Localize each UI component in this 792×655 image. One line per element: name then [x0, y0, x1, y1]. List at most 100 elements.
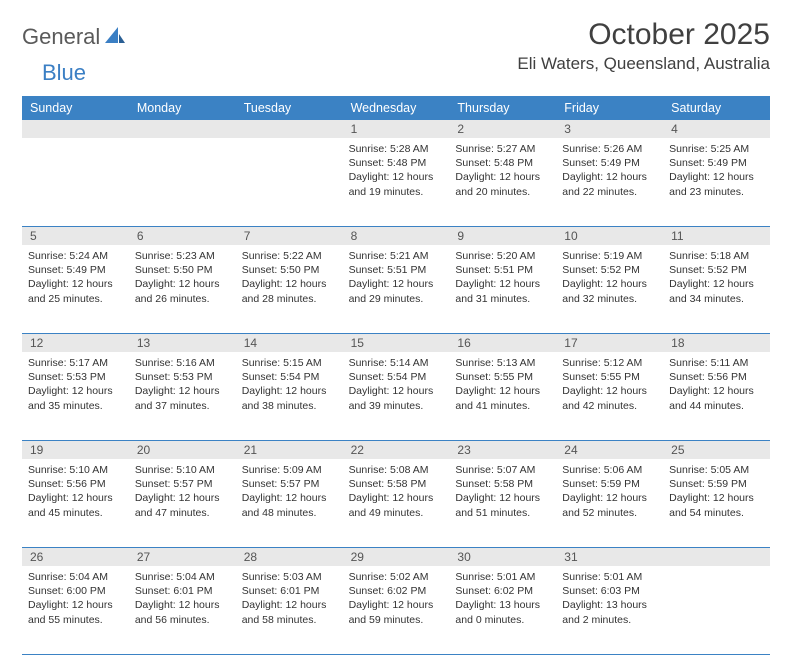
day-number: 14 [236, 334, 343, 352]
daylight-text: Daylight: 12 hours and 32 minutes. [562, 277, 657, 305]
day-cell: Sunrise: 5:02 AMSunset: 6:02 PMDaylight:… [343, 566, 450, 654]
day-cell: Sunrise: 5:27 AMSunset: 5:48 PMDaylight:… [449, 138, 556, 226]
title-block: October 2025 Eli Waters, Queensland, Aus… [517, 18, 770, 74]
day-cell: Sunrise: 5:19 AMSunset: 5:52 PMDaylight:… [556, 245, 663, 333]
sunset-text: Sunset: 5:53 PM [28, 370, 123, 384]
logo: General [22, 24, 128, 50]
day-number-row: 12131415161718 [22, 334, 770, 352]
day-cell: Sunrise: 5:24 AMSunset: 5:49 PMDaylight:… [22, 245, 129, 333]
sunrise-text: Sunrise: 5:03 AM [242, 570, 337, 584]
daylight-text: Daylight: 12 hours and 31 minutes. [455, 277, 550, 305]
day-number: 3 [556, 120, 663, 138]
day-header: Monday [129, 96, 236, 120]
day-cell: Sunrise: 5:25 AMSunset: 5:49 PMDaylight:… [663, 138, 770, 226]
day-cell: Sunrise: 5:15 AMSunset: 5:54 PMDaylight:… [236, 352, 343, 440]
sunrise-text: Sunrise: 5:10 AM [28, 463, 123, 477]
location-text: Eli Waters, Queensland, Australia [517, 54, 770, 74]
sunset-text: Sunset: 5:55 PM [455, 370, 550, 384]
sunrise-text: Sunrise: 5:15 AM [242, 356, 337, 370]
daylight-text: Daylight: 12 hours and 47 minutes. [135, 491, 230, 519]
day-cell: Sunrise: 5:17 AMSunset: 5:53 PMDaylight:… [22, 352, 129, 440]
day-number: 1 [343, 120, 450, 138]
daylight-text: Daylight: 12 hours and 54 minutes. [669, 491, 764, 519]
day-number: 10 [556, 227, 663, 245]
sunrise-text: Sunrise: 5:13 AM [455, 356, 550, 370]
day-cell: Sunrise: 5:10 AMSunset: 5:56 PMDaylight:… [22, 459, 129, 547]
sunrise-text: Sunrise: 5:19 AM [562, 249, 657, 263]
day-number: 26 [22, 548, 129, 566]
day-number: 15 [343, 334, 450, 352]
day-number-row: 19202122232425 [22, 441, 770, 459]
day-cell: Sunrise: 5:26 AMSunset: 5:49 PMDaylight:… [556, 138, 663, 226]
day-number: 29 [343, 548, 450, 566]
day-number-row: 567891011 [22, 227, 770, 245]
day-number [663, 548, 770, 566]
day-header: Tuesday [236, 96, 343, 120]
day-header: Thursday [449, 96, 556, 120]
sunrise-text: Sunrise: 5:24 AM [28, 249, 123, 263]
day-info-row: Sunrise: 5:04 AMSunset: 6:00 PMDaylight:… [22, 566, 770, 655]
sunrise-text: Sunrise: 5:01 AM [455, 570, 550, 584]
daylight-text: Daylight: 12 hours and 49 minutes. [349, 491, 444, 519]
sunrise-text: Sunrise: 5:11 AM [669, 356, 764, 370]
day-number: 27 [129, 548, 236, 566]
day-header: Wednesday [343, 96, 450, 120]
daylight-text: Daylight: 13 hours and 0 minutes. [455, 598, 550, 626]
day-cell: Sunrise: 5:05 AMSunset: 5:59 PMDaylight:… [663, 459, 770, 547]
daylight-text: Daylight: 12 hours and 37 minutes. [135, 384, 230, 412]
sunrise-text: Sunrise: 5:01 AM [562, 570, 657, 584]
sunrise-text: Sunrise: 5:25 AM [669, 142, 764, 156]
day-info-row: Sunrise: 5:28 AMSunset: 5:48 PMDaylight:… [22, 138, 770, 227]
day-number: 24 [556, 441, 663, 459]
day-cell: Sunrise: 5:04 AMSunset: 6:00 PMDaylight:… [22, 566, 129, 654]
daylight-text: Daylight: 12 hours and 58 minutes. [242, 598, 337, 626]
day-number: 5 [22, 227, 129, 245]
day-number: 25 [663, 441, 770, 459]
sunrise-text: Sunrise: 5:17 AM [28, 356, 123, 370]
sunrise-text: Sunrise: 5:27 AM [455, 142, 550, 156]
sunset-text: Sunset: 5:59 PM [562, 477, 657, 491]
daylight-text: Daylight: 12 hours and 34 minutes. [669, 277, 764, 305]
sunset-text: Sunset: 5:51 PM [349, 263, 444, 277]
sunset-text: Sunset: 5:54 PM [349, 370, 444, 384]
day-number: 19 [22, 441, 129, 459]
sunset-text: Sunset: 5:57 PM [242, 477, 337, 491]
daylight-text: Daylight: 12 hours and 19 minutes. [349, 170, 444, 198]
sunset-text: Sunset: 5:52 PM [669, 263, 764, 277]
sunrise-text: Sunrise: 5:16 AM [135, 356, 230, 370]
day-cell: Sunrise: 5:22 AMSunset: 5:50 PMDaylight:… [236, 245, 343, 333]
sunrise-text: Sunrise: 5:08 AM [349, 463, 444, 477]
sunset-text: Sunset: 5:49 PM [669, 156, 764, 170]
daylight-text: Daylight: 12 hours and 23 minutes. [669, 170, 764, 198]
day-number: 18 [663, 334, 770, 352]
day-header: Friday [556, 96, 663, 120]
day-headers-row: Sunday Monday Tuesday Wednesday Thursday… [22, 96, 770, 120]
day-cell: Sunrise: 5:08 AMSunset: 5:58 PMDaylight:… [343, 459, 450, 547]
logo-sail-icon [104, 26, 126, 49]
day-cell: Sunrise: 5:14 AMSunset: 5:54 PMDaylight:… [343, 352, 450, 440]
daylight-text: Daylight: 12 hours and 48 minutes. [242, 491, 337, 519]
sunset-text: Sunset: 5:49 PM [28, 263, 123, 277]
daylight-text: Daylight: 12 hours and 29 minutes. [349, 277, 444, 305]
day-cell: Sunrise: 5:06 AMSunset: 5:59 PMDaylight:… [556, 459, 663, 547]
day-number: 11 [663, 227, 770, 245]
month-title: October 2025 [517, 18, 770, 52]
sunrise-text: Sunrise: 5:07 AM [455, 463, 550, 477]
sunset-text: Sunset: 5:58 PM [349, 477, 444, 491]
sunset-text: Sunset: 6:03 PM [562, 584, 657, 598]
day-cell: Sunrise: 5:20 AMSunset: 5:51 PMDaylight:… [449, 245, 556, 333]
day-info-row: Sunrise: 5:17 AMSunset: 5:53 PM Daylight:… [22, 352, 770, 441]
sunset-text: Sunset: 5:50 PM [242, 263, 337, 277]
daylight-text: Daylight: 12 hours and 45 minutes. [28, 491, 123, 519]
sunrise-text: Sunrise: 5:22 AM [242, 249, 337, 263]
sunset-text: Sunset: 5:56 PM [669, 370, 764, 384]
sunset-text: Sunset: 5:48 PM [455, 156, 550, 170]
day-header: Sunday [22, 96, 129, 120]
daylight-text: Daylight: 12 hours and 28 minutes. [242, 277, 337, 305]
week-block: 567891011Sunrise: 5:24 AMSunset: 5:49 PM… [22, 227, 770, 334]
daylight-text: Daylight: 12 hours and 22 minutes. [562, 170, 657, 198]
sunset-text: Sunset: 6:02 PM [455, 584, 550, 598]
sunrise-text: Sunrise: 5:04 AM [135, 570, 230, 584]
day-cell: Sunrise: 5:12 AMSunset: 5:55 PMDaylight:… [556, 352, 663, 440]
day-cell: Sunrise: 5:09 AMSunset: 5:57 PMDaylight:… [236, 459, 343, 547]
